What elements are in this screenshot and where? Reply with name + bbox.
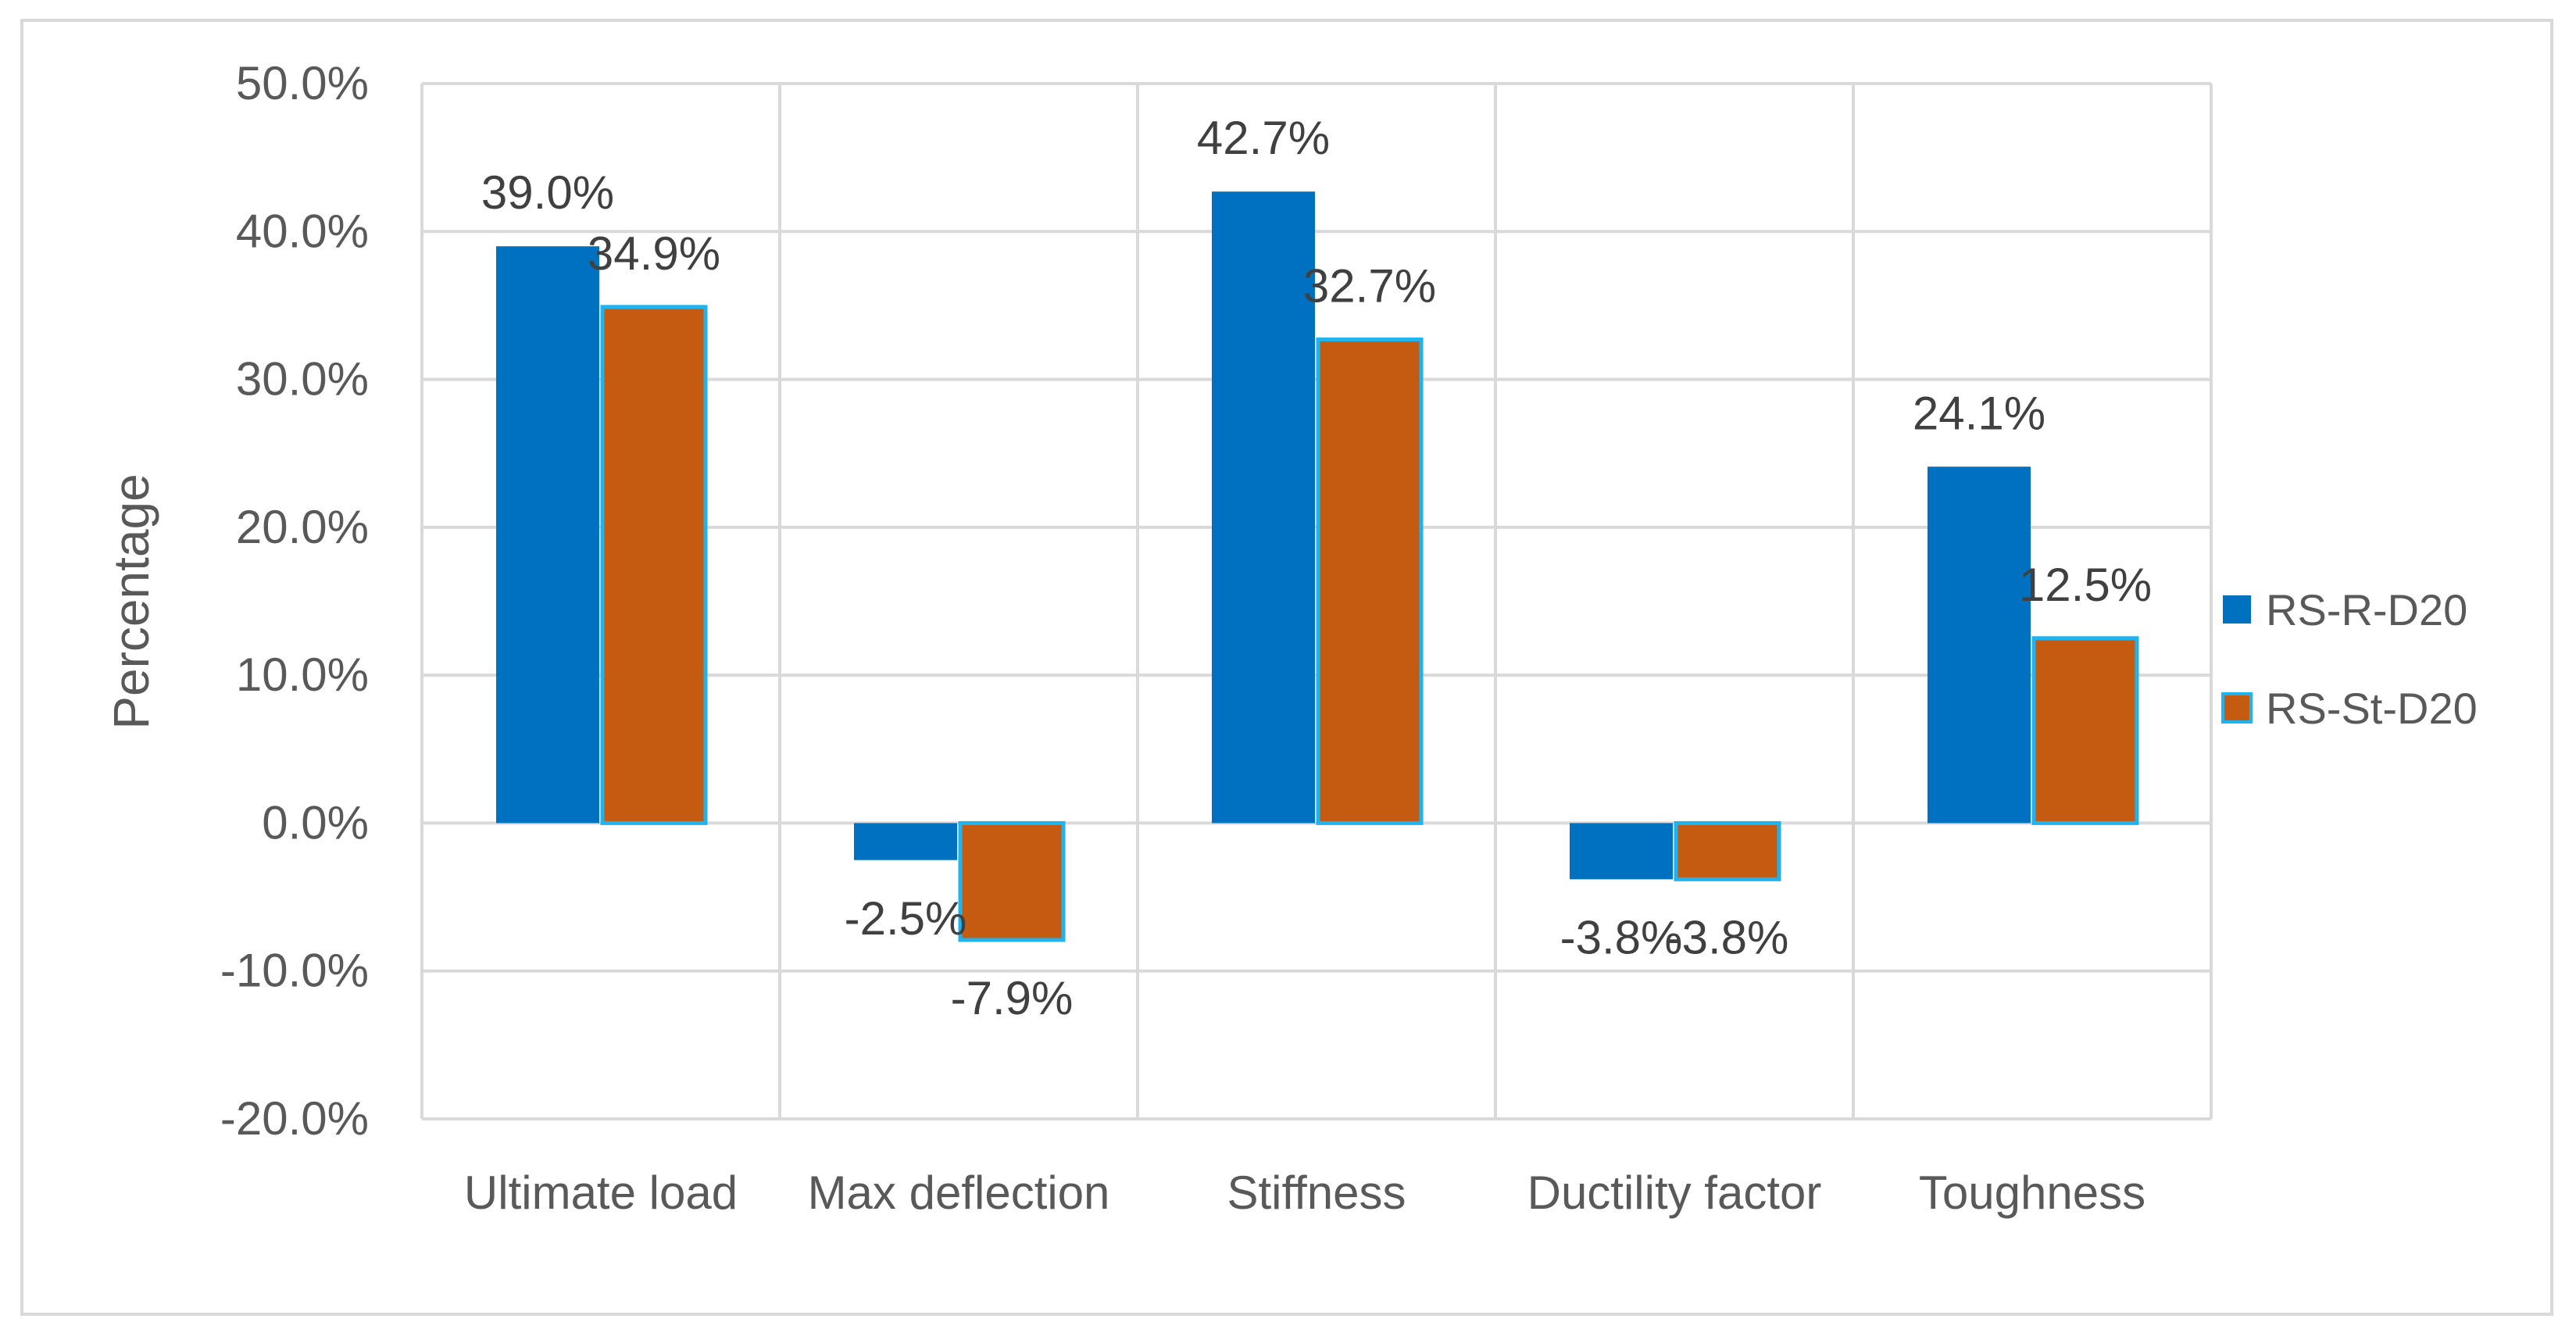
y-tick-label: 10.0% xyxy=(236,649,369,701)
y-tick-label: 40.0% xyxy=(236,205,369,257)
y-tick-label: 30.0% xyxy=(236,353,369,406)
data-label: -3.8% xyxy=(1667,911,1789,963)
y-tick-label: 20.0% xyxy=(236,501,369,553)
data-label: -2.5% xyxy=(845,892,967,945)
grid-lines xyxy=(420,82,2213,1120)
data-label: 42.7% xyxy=(1197,112,1330,164)
bars xyxy=(496,191,2139,942)
bar-rs-r-d20-ultimate-load xyxy=(496,246,599,824)
bar-rs-st-d20-stiffness xyxy=(1316,337,1424,825)
y-tick-label: 50.0% xyxy=(236,57,369,109)
y-tick-label: 0.0% xyxy=(262,796,369,849)
legend-swatch-rs-r-d20 xyxy=(2223,595,2251,624)
bar-rs-r-d20-toughness xyxy=(1928,466,2031,824)
x-tick-label: Max deflection xyxy=(808,1167,1110,1219)
data-label: -3.8% xyxy=(1560,911,1683,963)
x-tick-label: Ultimate load xyxy=(464,1167,738,1219)
legend-label-rs-r-d20: RS-R-D20 xyxy=(2266,585,2467,634)
y-tick-label: -10.0% xyxy=(220,945,369,997)
y-tick-label: -20.0% xyxy=(220,1092,369,1145)
legend-label-rs-st-d20: RS-St-D20 xyxy=(2266,684,2478,733)
bar-rs-st-d20-ductility-factor xyxy=(1674,820,1781,881)
legend-swatch-rs-st-d20 xyxy=(2221,692,2253,724)
bar-rs-st-d20-toughness xyxy=(2031,636,2139,825)
data-label: 39.0% xyxy=(481,166,614,219)
bar-rs-st-d20-ultimate-load xyxy=(600,305,708,825)
axes: 50.0% 40.0% 30.0% 20.0% 10.0% 0.0% -10.0% -20.0… xyxy=(220,57,2145,1219)
data-label: 34.9% xyxy=(588,227,720,280)
data-labels: 39.0% 34.9% -2.5% -7.9% 42.7% 32.7% -3.8%-3.8%… xyxy=(481,112,2152,1024)
x-tick-label: Stiffness xyxy=(1227,1167,1406,1219)
legend: RS-R-D20 RS-St-D20 xyxy=(2221,585,2478,733)
data-label: 24.1% xyxy=(1913,387,2045,439)
bar-rs-r-d20-stiffness xyxy=(1212,191,1315,824)
x-tick-label: Ductility factor xyxy=(1527,1167,1822,1219)
bar-rs-r-d20-ductility-factor xyxy=(1570,823,1673,880)
data-label: 12.5% xyxy=(2019,559,2152,611)
y-axis-label: Percentage xyxy=(103,473,159,729)
data-label: 32.7% xyxy=(1303,259,1436,312)
bar-rs-st-d20-max-deflection xyxy=(958,820,1066,942)
data-label: -7.9% xyxy=(951,972,1074,1024)
x-tick-label: Toughness xyxy=(1919,1167,2145,1219)
bar-rs-r-d20-max-deflection xyxy=(854,823,957,860)
